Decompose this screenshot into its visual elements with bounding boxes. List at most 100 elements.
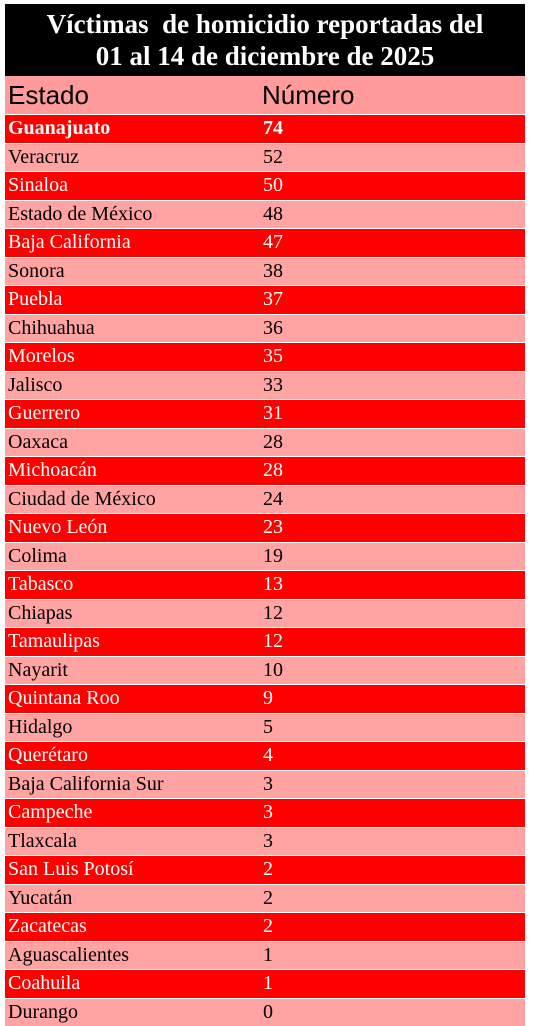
cell-estado: Hidalgo bbox=[5, 716, 261, 739]
cell-estado: Quintana Roo bbox=[5, 687, 261, 710]
header-numero: Número bbox=[261, 80, 354, 111]
cell-estado: Ciudad de México bbox=[5, 488, 261, 511]
cell-estado: Coahuila bbox=[5, 972, 261, 995]
cell-estado: Chihuahua bbox=[5, 317, 261, 340]
cell-estado: Veracruz bbox=[5, 146, 261, 169]
cell-numero: 47 bbox=[261, 231, 283, 254]
cell-numero: 10 bbox=[261, 659, 283, 682]
table-title: Víctimas de homicidio reportadas del 01 … bbox=[5, 4, 525, 76]
cell-numero: 12 bbox=[261, 630, 283, 653]
cell-estado: Oaxaca bbox=[5, 431, 261, 454]
cell-numero: 3 bbox=[261, 830, 273, 853]
cell-numero: 36 bbox=[261, 317, 283, 340]
cell-numero: 4 bbox=[261, 744, 273, 767]
cell-numero: 2 bbox=[261, 858, 273, 881]
cell-numero: 0 bbox=[261, 1001, 273, 1024]
cell-numero: 74 bbox=[261, 117, 283, 140]
cell-numero: 3 bbox=[261, 773, 273, 796]
cell-estado: Sonora bbox=[5, 260, 261, 283]
cell-numero: 52 bbox=[261, 146, 283, 169]
cell-numero: 33 bbox=[261, 374, 283, 397]
cell-estado: Yucatán bbox=[5, 887, 261, 910]
cell-numero: 9 bbox=[261, 687, 273, 710]
cell-estado: Guanajuato bbox=[5, 117, 261, 140]
cell-numero: 37 bbox=[261, 288, 283, 311]
title-line-1: Víctimas de homicidio reportadas del bbox=[47, 8, 484, 40]
cell-numero: 48 bbox=[261, 203, 283, 226]
cell-estado: Estado de México bbox=[5, 203, 261, 226]
cell-numero: 5 bbox=[261, 716, 273, 739]
cell-estado: Sinaloa bbox=[5, 174, 261, 197]
cell-estado: Tabasco bbox=[5, 573, 261, 596]
cell-estado: Baja California bbox=[5, 231, 261, 254]
cell-numero: 12 bbox=[261, 602, 283, 625]
cell-numero: 3 bbox=[261, 801, 273, 824]
cell-estado: Campeche bbox=[5, 801, 261, 824]
cell-estado: San Luis Potosí bbox=[5, 858, 261, 881]
cell-numero: 19 bbox=[261, 545, 283, 568]
cell-numero: 31 bbox=[261, 402, 283, 425]
cell-estado: Morelos bbox=[5, 345, 261, 368]
cell-estado: Baja California Sur bbox=[5, 773, 261, 796]
cell-estado: Tamaulipas bbox=[5, 630, 261, 653]
cell-numero: 13 bbox=[261, 573, 283, 596]
cell-numero: 35 bbox=[261, 345, 283, 368]
title-line-2: 01 al 14 de diciembre de 2025 bbox=[96, 40, 434, 72]
cell-estado: Colima bbox=[5, 545, 261, 568]
cell-estado: Tlaxcala bbox=[5, 830, 261, 853]
cell-estado: Nuevo León bbox=[5, 516, 261, 539]
cell-numero: 1 bbox=[261, 944, 273, 967]
cell-numero: 2 bbox=[261, 887, 273, 910]
cell-estado: Guerrero bbox=[5, 402, 261, 425]
table-header-row: Estado Número bbox=[5, 76, 525, 114]
cell-numero: 23 bbox=[261, 516, 283, 539]
cell-numero: 2 bbox=[261, 915, 273, 938]
cell-estado: Chiapas bbox=[5, 602, 261, 625]
cell-numero: 28 bbox=[261, 431, 283, 454]
cell-numero: 50 bbox=[261, 174, 283, 197]
homicide-table-sheet: Víctimas de homicidio reportadas del 01 … bbox=[5, 4, 525, 1026]
cell-numero: 38 bbox=[261, 260, 283, 283]
cell-numero: 1 bbox=[261, 972, 273, 995]
header-estado: Estado bbox=[5, 80, 261, 111]
cell-estado: Nayarit bbox=[5, 659, 261, 682]
cell-numero: 24 bbox=[261, 488, 283, 511]
cell-estado: Aguascalientes bbox=[5, 944, 261, 967]
cell-estado: Zacatecas bbox=[5, 915, 261, 938]
cell-estado: Puebla bbox=[5, 288, 261, 311]
cell-estado: Jalisco bbox=[5, 374, 261, 397]
cell-estado: Durango bbox=[5, 1001, 261, 1024]
cell-numero: 28 bbox=[261, 459, 283, 482]
